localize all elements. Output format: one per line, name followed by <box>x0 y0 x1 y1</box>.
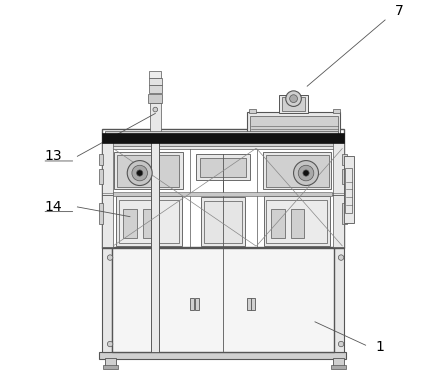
Bar <box>149 135 162 142</box>
Bar <box>117 155 179 187</box>
Text: 13: 13 <box>44 149 62 163</box>
Bar <box>282 98 305 111</box>
Bar <box>266 155 329 187</box>
Bar <box>342 154 347 165</box>
Circle shape <box>286 91 301 106</box>
Bar <box>333 142 344 246</box>
Circle shape <box>136 170 143 176</box>
Bar <box>200 158 246 177</box>
Bar <box>101 142 113 246</box>
Bar <box>105 142 341 147</box>
Bar <box>105 358 117 367</box>
Bar <box>201 197 245 246</box>
Bar <box>99 169 104 184</box>
Bar <box>150 103 161 135</box>
Bar <box>105 146 341 149</box>
Bar <box>204 201 242 243</box>
Bar <box>250 116 338 133</box>
Bar <box>143 209 156 238</box>
Bar <box>116 196 182 246</box>
Bar <box>266 200 326 243</box>
Text: 7: 7 <box>395 4 404 18</box>
Bar <box>99 352 346 359</box>
Bar <box>113 192 332 196</box>
Bar <box>272 209 285 238</box>
Bar <box>342 169 347 184</box>
Circle shape <box>153 107 158 112</box>
Bar <box>264 196 330 246</box>
Bar <box>279 95 308 113</box>
Bar <box>99 203 104 225</box>
Bar <box>333 134 340 138</box>
Bar <box>101 246 113 352</box>
Bar <box>195 298 199 310</box>
Bar <box>331 365 346 369</box>
Circle shape <box>107 255 113 260</box>
Bar <box>112 246 334 352</box>
Bar <box>123 209 137 238</box>
Bar <box>105 131 338 137</box>
Bar <box>249 109 256 113</box>
Bar <box>333 246 344 352</box>
Bar <box>333 358 344 367</box>
Bar <box>101 133 344 143</box>
Bar <box>247 112 340 135</box>
Circle shape <box>107 341 113 347</box>
Bar <box>149 71 161 78</box>
Circle shape <box>303 170 309 176</box>
Bar <box>346 168 352 213</box>
Bar <box>344 156 354 223</box>
Text: 1: 1 <box>375 340 384 354</box>
Bar <box>99 154 104 165</box>
Bar <box>263 152 331 190</box>
Bar <box>152 142 159 352</box>
Circle shape <box>290 95 297 103</box>
Bar <box>148 94 162 103</box>
Bar <box>342 203 347 225</box>
Bar <box>119 200 179 243</box>
Bar <box>114 152 183 190</box>
Bar <box>149 85 162 93</box>
Bar <box>333 109 340 113</box>
Bar <box>291 209 304 238</box>
Text: 14: 14 <box>44 200 62 214</box>
Circle shape <box>294 161 319 186</box>
Bar <box>101 129 344 248</box>
Bar <box>247 298 251 310</box>
Circle shape <box>132 165 148 181</box>
Bar <box>252 298 255 310</box>
Bar <box>196 154 250 180</box>
Circle shape <box>338 341 344 347</box>
Circle shape <box>127 161 152 186</box>
Bar <box>103 365 118 369</box>
Circle shape <box>338 255 344 260</box>
Bar <box>149 78 162 85</box>
Circle shape <box>298 165 314 181</box>
Bar <box>190 298 194 310</box>
Bar <box>249 134 256 138</box>
